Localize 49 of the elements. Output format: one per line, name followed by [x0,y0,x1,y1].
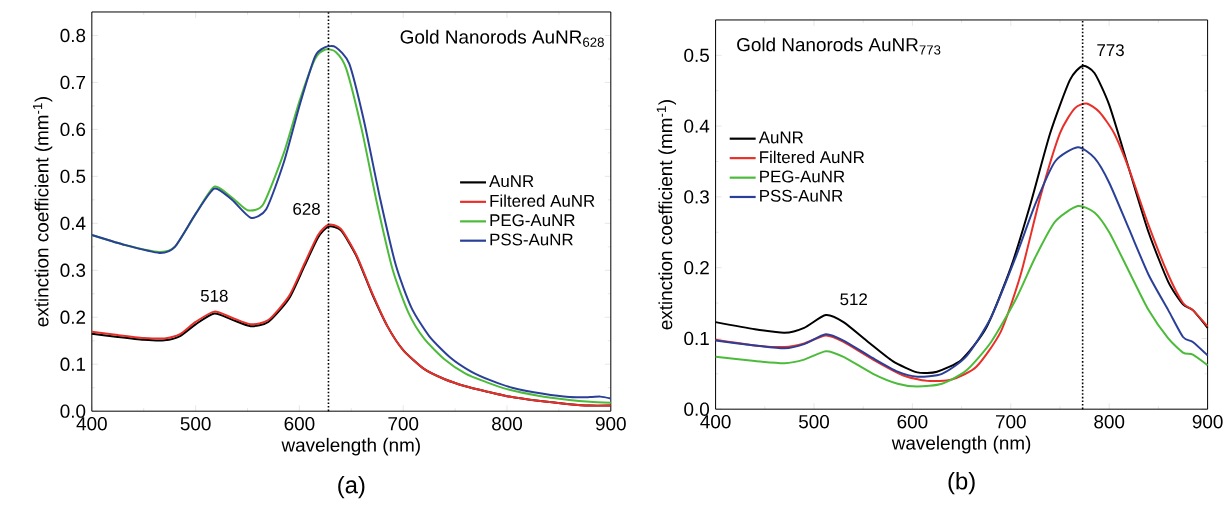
x-axis-title: wavelength (nm) [281,437,420,456]
line-series [714,146,1209,378]
x-tick-label: 700 [996,415,1026,429]
annotation: 628 [293,202,320,215]
x-tick-label: 800 [492,417,523,431]
y-tick-label: 0.2 [60,310,86,324]
y-tick-label: 0.0 [60,404,86,418]
legend-label: PSS-AuNR [490,233,573,246]
y-tick-label: 0.6 [60,122,86,137]
y-tick-label: 0.4 [684,119,710,133]
x-tick-label: 400 [76,417,107,431]
y-tick-label: 0.4 [60,216,86,231]
x-tick-label: 700 [388,417,419,431]
legend-label: AuNR [489,175,534,188]
line-series [714,205,1209,388]
text: Gold Nanorods AuNR$_{773}$ [737,37,941,55]
y-tick-label: 0.2 [684,260,709,275]
legend-label: AuNR [758,131,804,144]
y-tick-label: 0.5 [60,169,86,184]
y-tick-label: 0.1 [684,331,709,346]
x-tick-label: 500 [798,415,829,429]
legend-label: PEG-AuNR [490,214,575,227]
y-tick-label: 0.3 [60,263,86,277]
y-tick-label: 0.0 [684,402,710,416]
y-tick-label: 0.3 [684,190,709,204]
annotation: 512 [840,293,867,306]
x-tick-label: 600 [284,417,315,431]
annotation: 518 [200,289,228,302]
x-axis-title: wavelength (nm) [891,435,1031,454]
x-tick-label: 400 [700,415,731,429]
text: (b) [948,472,975,495]
legend-label: PSS-AuNR [760,189,843,202]
legend-label: Filtered AuNR [760,150,865,164]
y-axis-title: extinction coefficient (mm$^{-1}$) [33,97,53,327]
x-tick-label: 600 [897,415,928,429]
x-tick-label: 800 [1094,415,1125,429]
text: Gold Nanorods AuNR$_{628}$ [400,29,604,47]
y-tick-label: 0.5 [684,48,709,63]
legend-label: PEG-AuNR [760,170,845,183]
x-tick-label: 900 [595,417,626,431]
y-axis-title: extinction coefficient (mm$^{-1}$) [656,100,677,330]
text: (a) [338,475,365,499]
x-tick-label: 500 [180,417,211,431]
y-tick-label: 0.8 [60,28,86,43]
legend-label: Filtered AuNR [490,194,595,207]
y-tick-label: 0.7 [60,75,86,90]
x-tick-label: 900 [1192,415,1223,429]
annotation: 773 [1097,44,1124,57]
y-tick-label: 0.1 [60,357,86,371]
